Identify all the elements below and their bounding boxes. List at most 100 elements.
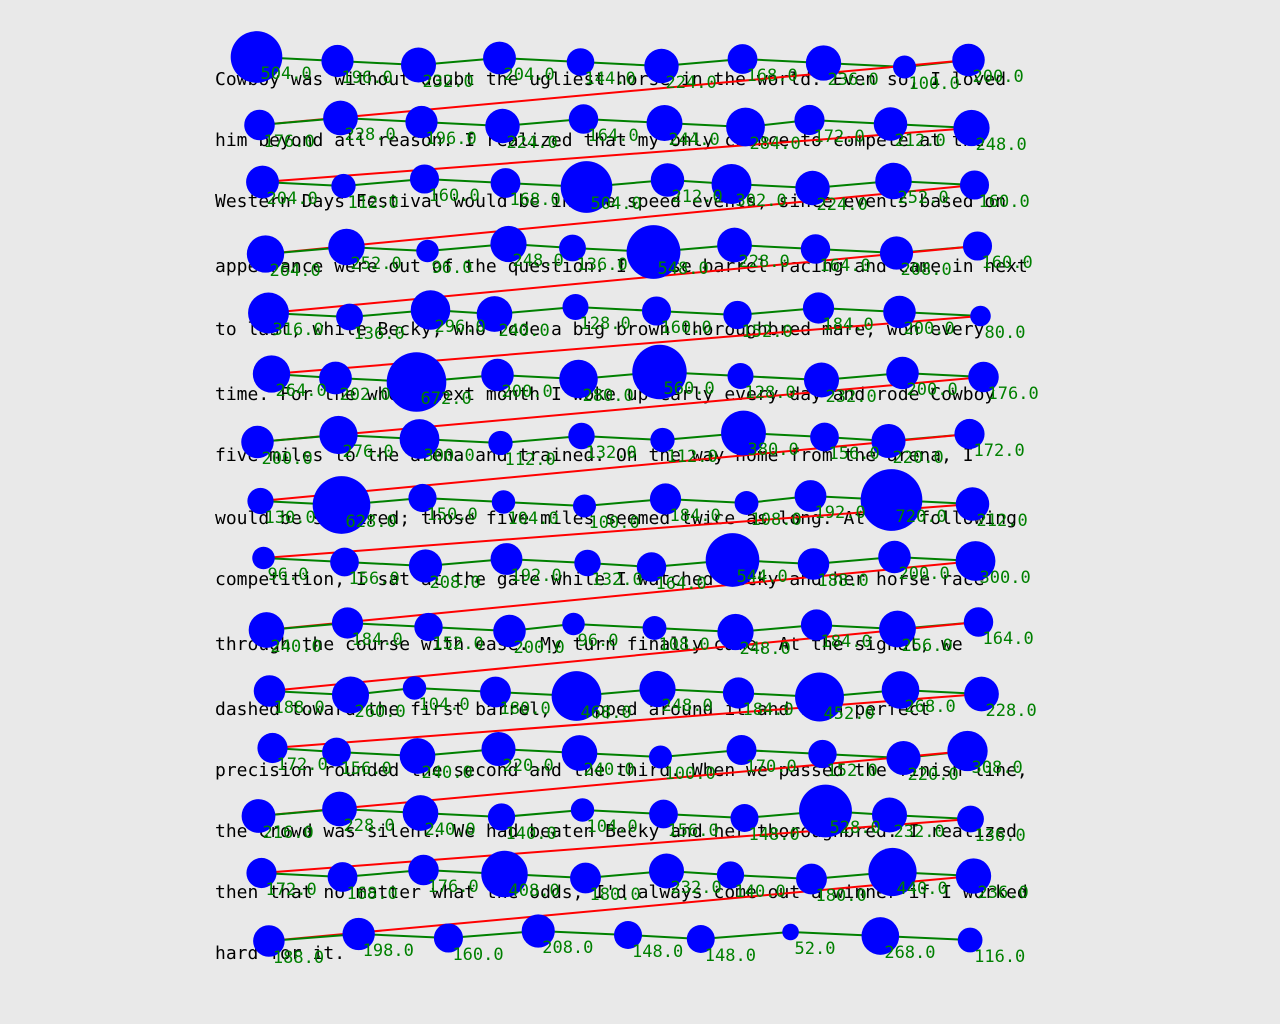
fixation-duration-label: 440.0 [897, 879, 948, 899]
fixation-duration-label: 164.0 [820, 256, 871, 276]
fixation-duration-label: 220.0 [893, 448, 944, 468]
saccade-line [503, 501, 585, 507]
fixation-point [566, 48, 595, 76]
fixation-duration-label: 224.0 [666, 73, 717, 93]
fixation-point [481, 850, 528, 898]
fixation-duration-label: 308.0 [972, 758, 1023, 778]
fixation-duration-label: 232.0 [671, 878, 722, 898]
saccade-line [261, 818, 971, 874]
fixation-duration-label: 136.0 [577, 255, 628, 275]
fixation-duration-label: 156.0 [349, 569, 400, 589]
fixation-duration-label: 168.0 [510, 190, 561, 210]
fixation-point [252, 546, 275, 570]
fixation-duration-label: 276.0 [343, 442, 394, 462]
fixation-duration-label: 220.0 [908, 765, 959, 785]
fixation-point [400, 47, 437, 83]
fixation-point [650, 163, 685, 197]
fixation-point [253, 675, 286, 707]
fixation-duration-label: 268.0 [905, 697, 956, 717]
fixation-point [879, 236, 914, 270]
fixation-point [562, 293, 589, 321]
fixation-duration-label: 528.0 [830, 818, 881, 838]
fixation-point [408, 549, 443, 583]
fixation-duration-label: 136.0 [354, 324, 405, 344]
fixation-point [649, 799, 678, 829]
fixation-point [734, 491, 759, 515]
fixation-duration-label: 156.0 [668, 821, 719, 841]
fixation-point [483, 41, 516, 75]
fixation-duration-label: 150.0 [427, 505, 478, 525]
fixation-point [481, 731, 516, 767]
fixation-duration-label: 504.0 [261, 64, 312, 84]
fixation-point [480, 676, 511, 708]
fixation-point [883, 295, 916, 329]
fixation-point [964, 676, 999, 712]
fixation-point [726, 107, 765, 147]
saccade-line [573, 623, 655, 629]
fixation-point [868, 847, 917, 897]
fixation-point [328, 228, 365, 266]
fixation-point [721, 410, 766, 456]
fixation-point [573, 494, 596, 518]
fixation-duration-label: 180.0 [500, 699, 551, 719]
fixation-duration-label: 132.0 [592, 570, 643, 590]
fixation-duration-label: 212.0 [977, 511, 1028, 531]
fixation-point [241, 425, 274, 459]
saccade-line [272, 693, 982, 749]
fixation-duration-label: 504.0 [591, 194, 642, 214]
fixation-duration-label: 232.0 [894, 822, 945, 842]
fixation-point [711, 164, 752, 204]
fixation-duration-label: 96.0 [432, 258, 473, 278]
fixation-duration-label: 544.0 [737, 567, 788, 587]
fixation-duration-label: 408.0 [509, 881, 560, 901]
fixation-duration-label: 160.0 [452, 945, 503, 965]
fixation-duration-label: 260.0 [355, 702, 406, 722]
fixation-duration-label: 156.0 [341, 759, 392, 779]
fixation-duration-label: 248.0 [740, 639, 791, 659]
fixation-point [409, 164, 440, 194]
fixation-point [782, 923, 799, 941]
fixation-duration-label: 236.0 [828, 70, 879, 90]
fixation-point [241, 799, 276, 833]
fixation-point [570, 798, 595, 822]
fixation-duration-label: 188.0 [273, 948, 324, 968]
fixation-duration-label: 180.0 [590, 885, 641, 905]
fixation-duration-label: 200.0 [973, 67, 1024, 87]
fixation-duration-label: 240.0 [499, 321, 550, 341]
fixation-duration-label: 184.0 [352, 630, 403, 650]
fixation-duration-label: 240.0 [271, 637, 322, 657]
fixation-duration-label: 240.0 [425, 820, 476, 840]
fixation-point [717, 227, 752, 263]
fixation-duration-label: 204.0 [504, 65, 555, 85]
fixation-duration-label: 100.0 [589, 513, 640, 533]
fixation-point [327, 862, 358, 892]
fixation-point [705, 533, 760, 587]
fixation-duration-label: 316.0 [273, 320, 324, 340]
fixation-point [330, 547, 359, 577]
fixation-duration-label: 80.0 [985, 323, 1026, 343]
fixation-duration-label: 196.0 [426, 129, 477, 149]
fixation-duration-label: 104.0 [587, 817, 638, 837]
fixation-duration-label: 180.0 [816, 886, 867, 906]
fixation-duration-label: 268.0 [884, 943, 935, 963]
fixation-point [410, 290, 451, 330]
fixation-point [730, 804, 759, 832]
fixation-point [244, 109, 275, 141]
saccade-line [257, 376, 984, 443]
fixation-point [795, 170, 830, 206]
fixation-point [485, 108, 520, 144]
fixation-point [560, 161, 613, 213]
fixation-point [810, 422, 839, 452]
fixation-point [805, 45, 842, 81]
fixation-point [723, 300, 752, 330]
fixation-point [962, 231, 993, 261]
fixation-duration-label: 232.0 [826, 387, 877, 407]
fixation-point [414, 612, 443, 642]
fixation-duration-label: 224.0 [817, 195, 868, 215]
fixation-duration-label: 248.0 [662, 696, 713, 716]
fixation-point [490, 168, 521, 198]
fixation-duration-label: 140.0 [506, 824, 557, 844]
fixation-point [322, 791, 357, 827]
fixation-duration-label: 200.0 [514, 638, 565, 658]
fixation-duration-label: 184.0 [823, 315, 874, 335]
